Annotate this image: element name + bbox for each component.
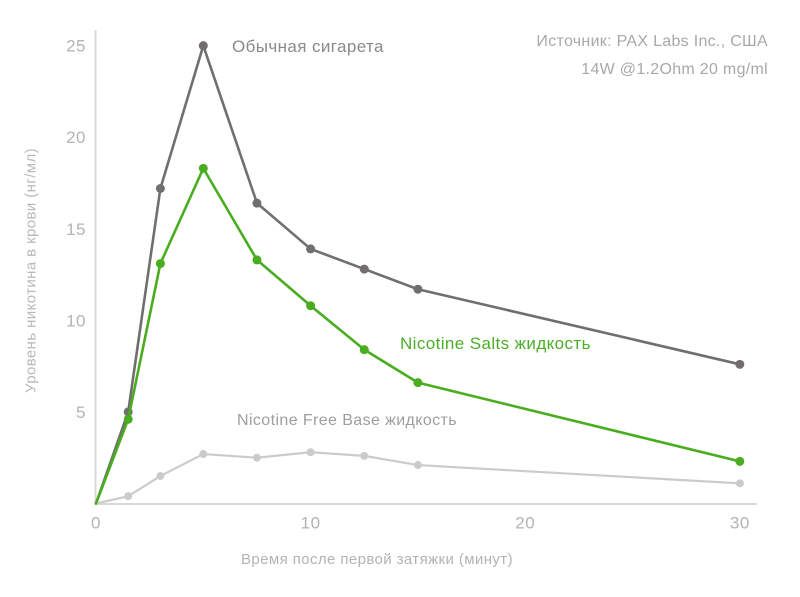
series-line-0: [94, 44, 742, 505]
y-tick-label: 15: [66, 220, 86, 239]
series-point-0: [306, 244, 316, 254]
series-point-1: [306, 448, 315, 457]
series-point-2: [359, 345, 369, 355]
series-point-2: [155, 259, 165, 269]
series-point-1: [413, 461, 422, 470]
y-axis-title: Уровень никотина в крови (нг/мл): [22, 147, 40, 394]
series-point-1: [252, 453, 261, 462]
source-line-1: Источник: PAX Labs Inc., США: [536, 33, 768, 50]
x-tick-label: 0: [91, 514, 101, 533]
series-point-0: [252, 198, 262, 208]
series-point-2: [198, 163, 208, 173]
series-point-1: [199, 450, 208, 459]
x-tick-label: 30: [730, 514, 750, 533]
series-point-2: [252, 255, 262, 265]
series-line-1: [94, 451, 741, 505]
series-point-0: [359, 264, 369, 274]
series-point-1: [735, 479, 744, 488]
series-point-0: [735, 359, 745, 369]
x-tick-label: 10: [301, 514, 321, 533]
series-label-nicotine-free-base: Nicotine Free Base жидкость: [237, 412, 458, 429]
series-point-0: [155, 184, 165, 193]
x-axis-title: Время после первой затяжки (минут): [241, 551, 513, 568]
series-point-2: [306, 301, 316, 311]
source-line-2: 14W @1.2Ohm 20 mg/ml: [581, 61, 768, 78]
x-tick-label: 20: [515, 514, 535, 533]
series-label-regular-cigarette: Обычная сигарета: [232, 37, 384, 56]
y-tick-label: 10: [66, 311, 86, 330]
series-point-1: [360, 451, 369, 460]
y-tick-label: 25: [66, 37, 86, 56]
series-point-1: [156, 472, 165, 481]
series-point-2: [123, 414, 133, 424]
series-point-0: [198, 41, 208, 51]
series-point-2: [735, 456, 745, 466]
series-point-2: [413, 378, 423, 388]
series-label-nicotine-salts: Nicotine Salts жидкость: [400, 334, 591, 353]
series-point-0: [413, 284, 423, 294]
y-tick-label: 5: [76, 403, 86, 422]
y-tick-label: 20: [66, 128, 86, 147]
source-note: Источник: PAX Labs Inc., США 14W @1.2Ohm…: [536, 28, 768, 84]
series-point-1: [124, 492, 133, 501]
